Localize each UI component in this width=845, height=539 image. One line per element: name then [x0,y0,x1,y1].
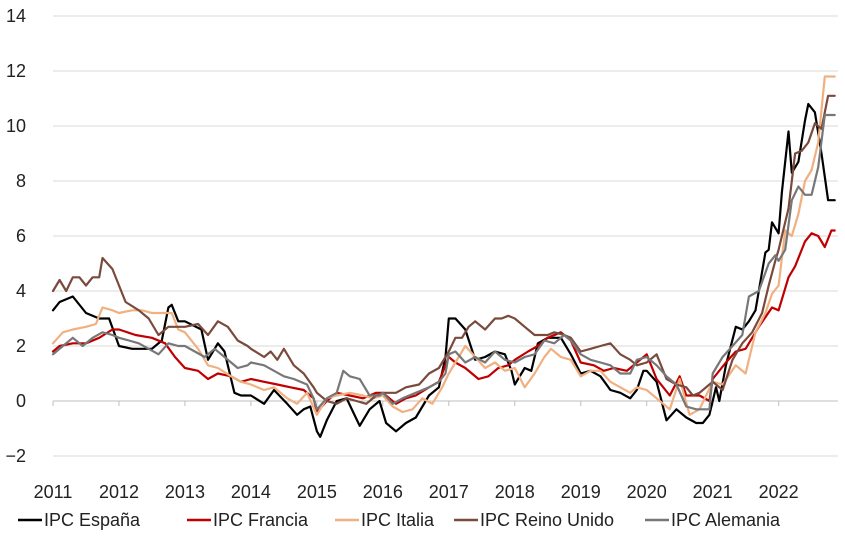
legend-item: IPC Reino Unido [454,510,614,530]
x-tick-label: 2021 [693,482,733,502]
legend-label: IPC Italia [361,510,435,530]
series-line-1 [51,229,836,414]
legend-item: IPC Alemania [645,510,781,530]
x-tick-label: 2013 [165,482,205,502]
x-tick-label: 2020 [627,482,667,502]
legend: IPC España IPC Francia IPC Italia IPC Reino… [18,510,781,530]
series-line-4 [51,113,836,411]
y-tick-label: 12 [6,61,26,81]
x-tick-label: 2017 [429,482,469,502]
y-axis-ticks: −2 0 2 4 6 8 10 12 14 [5,6,26,466]
series-lines [51,75,836,438]
x-tick-label: 2018 [495,482,535,502]
x-tick-label: 2019 [561,482,601,502]
x-tick-label: 2012 [99,482,139,502]
x-axis: 2011 2012 2013 2014 2015 2016 2017 2018 2019 2020… [34,400,838,502]
x-tick-label: 2022 [759,482,799,502]
y-tick-label: 2 [16,336,26,356]
y-tick-label: 4 [16,281,26,301]
legend-label: IPC España [44,510,141,530]
x-tick-label: 2015 [297,482,337,502]
y-tick-label: 6 [16,226,26,246]
legend-item: IPC Italia [335,510,435,530]
x-tick-label: 2016 [363,482,403,502]
y-tick-label: 8 [16,171,26,191]
series-line-2 [51,75,836,416]
legend-label: IPC Reino Unido [480,510,614,530]
y-tick-label: 0 [16,391,26,411]
y-tick-label: 10 [6,116,26,136]
legend-label: IPC Francia [213,510,309,530]
legend-item: IPC España [18,510,141,530]
legend-label: IPC Alemania [671,510,781,530]
legend-item: IPC Francia [187,510,309,530]
x-tick-label: 2011 [34,482,73,502]
y-tick-label: 14 [6,6,26,26]
x-tick-label: 2014 [231,482,271,502]
y-tick-label: −2 [5,446,26,466]
series-line-3 [51,94,836,405]
